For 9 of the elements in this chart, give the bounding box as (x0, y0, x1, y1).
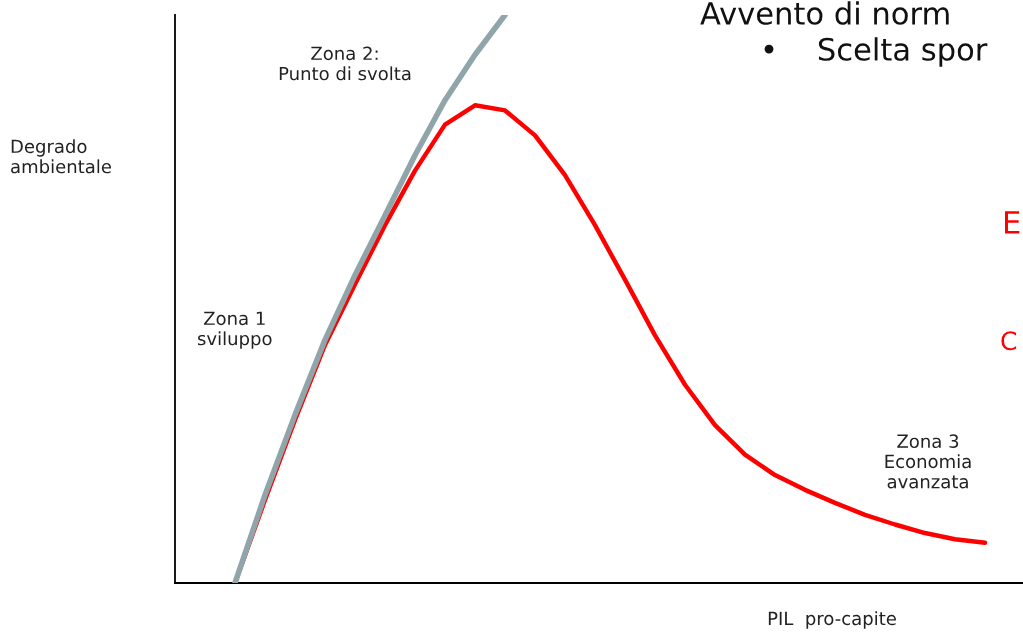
annotation: Zona 2: Punto di svolta (279, 46, 411, 81)
annotation: Zona 3 Economia avanzata (885, 434, 971, 489)
annotation: C (1001, 331, 1017, 351)
y-axis-title: Degrado ambientale (11, 139, 111, 174)
annotation: Avvento di norm (700, 1, 949, 25)
annotation: Zona 1 sviluppo (197, 311, 272, 349)
x-axis-title: PIL pro-capite (768, 611, 896, 629)
annotation: E (1005, 211, 1020, 234)
annotation: • Scelta spor (764, 37, 988, 67)
